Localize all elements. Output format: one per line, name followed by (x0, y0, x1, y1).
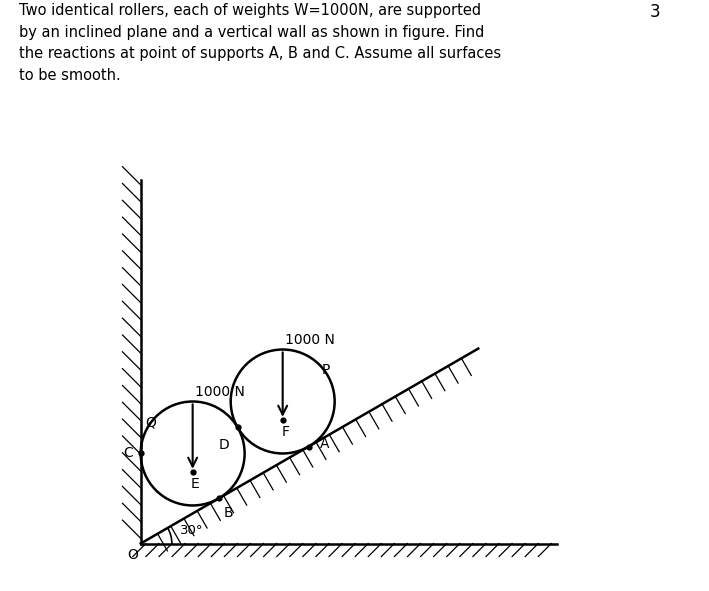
Text: 1000 N: 1000 N (195, 385, 245, 399)
Text: E: E (191, 477, 200, 491)
Text: D: D (219, 438, 230, 452)
Text: P: P (322, 363, 330, 377)
Text: 1000 N: 1000 N (285, 333, 335, 347)
Text: O: O (127, 548, 138, 561)
Text: B: B (224, 506, 233, 520)
Text: F: F (281, 425, 289, 439)
Text: 3: 3 (649, 3, 660, 21)
Text: Q: Q (145, 415, 156, 429)
Text: C: C (123, 446, 133, 460)
Text: 30°: 30° (179, 524, 203, 537)
Text: Two identical rollers, each of weights W=1000N, are supported
by an inclined pla: Two identical rollers, each of weights W… (19, 3, 501, 83)
Text: A: A (320, 437, 330, 451)
